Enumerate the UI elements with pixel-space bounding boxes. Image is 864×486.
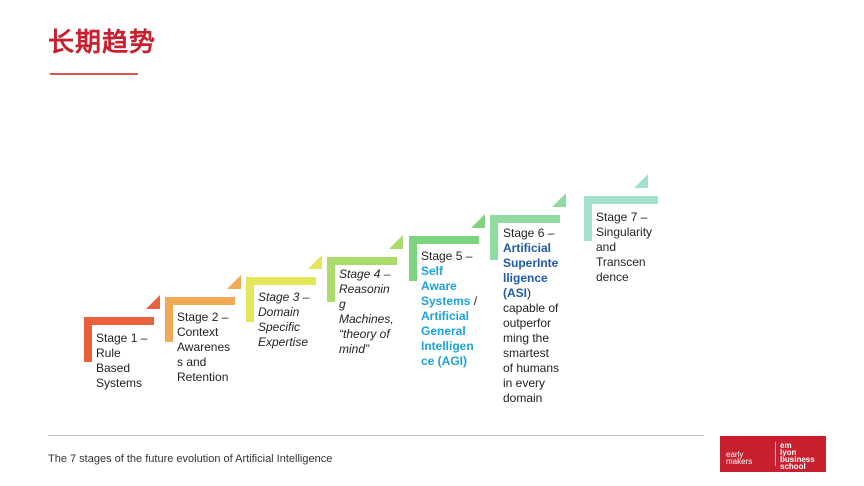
stage-3-line: Expertise: [258, 335, 309, 349]
stage-6-step: [490, 193, 566, 260]
stage-5-line: Aware: [421, 279, 457, 293]
title-underline: [50, 73, 138, 75]
stage-6-text: Stage 6 – Artificial SuperInte lligence …: [503, 226, 559, 406]
stage-6-line: SuperInte: [503, 256, 559, 270]
stage-3-text: Stage 3 – Domain Specific Expertise: [258, 290, 309, 350]
emlyon-logo: early makers em lyon business school: [720, 436, 826, 472]
stage-7-line: dence: [596, 270, 629, 284]
figure-caption: The 7 stages of the future evolution of …: [48, 453, 333, 465]
stage-1-corner: [146, 295, 160, 309]
stage-5-line: Stage 5 –: [421, 249, 473, 263]
stage-7-line: Transcen: [596, 255, 646, 269]
stage-1-side-bar: [84, 317, 92, 362]
stage-3-corner: [308, 255, 322, 269]
stage-6-paren: ): [527, 286, 531, 300]
stage-3-top-bar: [246, 277, 316, 285]
stage-6-line: smartest: [503, 346, 550, 360]
stage-6-line: ming the: [503, 331, 550, 345]
stage-4-corner: [389, 235, 403, 249]
stage-4-line: g: [339, 297, 346, 311]
stage-1-line: Based: [96, 361, 131, 375]
stage-2-line: Context: [177, 325, 219, 339]
logo-word: makers: [726, 457, 753, 466]
stage-7-step: [584, 174, 658, 241]
stage-2-line: Retention: [177, 370, 229, 384]
stage-4-line: Reasonin: [339, 282, 390, 296]
logo-word: em: [780, 441, 792, 450]
stage-5-line: General: [421, 324, 466, 338]
stage-5-line: ce (AGI): [421, 354, 468, 368]
page-title: 长期趋势: [48, 28, 157, 58]
stage-7-corner: [634, 174, 648, 188]
stage-2-top-bar: [165, 297, 235, 305]
stage-2-line: Awarenes: [177, 340, 231, 354]
logo-word: business: [780, 455, 815, 464]
stage-6-line: in every: [503, 376, 546, 390]
stage-4-line: mind”: [339, 342, 370, 356]
stage-5-line: Systems /: [421, 294, 477, 309]
logo-word: school: [780, 462, 806, 471]
stage-6-line: Stage 6 –: [503, 226, 555, 240]
stage-5-top-bar: [409, 236, 479, 244]
stage-4-text: Stage 4 – Reasonin g Machines, “theory o…: [339, 267, 394, 357]
stage-7-line: Stage 7 –: [596, 210, 648, 224]
stage-3-line: Stage 3 –: [258, 290, 310, 304]
stage-6-line: (ASI): [503, 286, 559, 301]
stage-3-line: Specific: [258, 320, 301, 334]
stage-1-line: Rule: [96, 346, 121, 360]
stage-7-line: Singularity: [596, 225, 653, 239]
logo-left-text: early makers: [726, 450, 753, 466]
stage-1-text: Stage 1 – Rule Based Systems: [96, 331, 147, 391]
stage-6-side-bar: [490, 215, 498, 260]
stage-2-side-bar: [165, 297, 173, 342]
stage-2-step: [165, 275, 241, 342]
stage-1-step: [84, 295, 160, 362]
stage-6-corner: [552, 193, 566, 207]
stage-5-systems: Systems: [421, 294, 471, 308]
stage-6-line: outperfor: [503, 316, 552, 330]
stage-3-side-bar: [246, 277, 254, 322]
stage-5-corner: [471, 214, 485, 228]
stage-2-line: Stage 2 –: [177, 310, 229, 324]
stage-5-side-bar: [409, 236, 417, 281]
logo-right-text: em lyon business school: [780, 441, 815, 471]
stage-2-line: s and: [177, 355, 207, 369]
stage-4-step: [327, 235, 403, 302]
stage-7-side-bar: [584, 196, 592, 241]
stage-5-line: Self: [421, 264, 444, 278]
stage-3-step: [246, 255, 322, 322]
stage-4-line: Stage 4 –: [339, 267, 391, 281]
stage-1-line: Stage 1 –: [96, 331, 148, 345]
stage-6-line: lligence: [503, 271, 548, 285]
stage-4-top-bar: [327, 257, 397, 265]
stage-7-top-bar: [584, 196, 658, 204]
stage-5-line: Artificial: [421, 309, 470, 323]
stage-6-line: capable of: [503, 301, 559, 315]
stage-4-line: “theory of: [339, 327, 390, 341]
stage-5-text: Stage 5 – Self Aware Systems / Artificia…: [421, 249, 477, 369]
stage-5-slash: /: [470, 294, 478, 308]
stage-1-top-bar: [84, 317, 154, 325]
logo-word: early: [726, 450, 744, 459]
stage-6-line: Artificial: [503, 241, 552, 255]
stage-1-line: Systems: [96, 376, 143, 390]
stage-4-line: Machines,: [339, 312, 394, 326]
footer-divider: [48, 435, 704, 436]
logo-separator: [775, 442, 776, 466]
stage-5-line: Intelligen: [421, 339, 474, 353]
stage-3-line: Domain: [258, 305, 300, 319]
stage-6-asi: (ASI: [503, 286, 527, 300]
logo-word: lyon: [780, 448, 797, 457]
stage-6-top-bar: [490, 215, 560, 223]
stage-2-corner: [227, 275, 241, 289]
stage-6-line: domain: [503, 391, 543, 405]
stage-7-text: Stage 7 – Singularity and Transcen dence: [596, 210, 652, 285]
stage-4-side-bar: [327, 257, 335, 302]
stage-7-line: and: [596, 240, 617, 254]
stage-2-text: Stage 2 – Context Awarenes s and Retenti…: [177, 310, 230, 385]
stage-6-line: of humans: [503, 361, 560, 375]
stage-5-step: [409, 214, 485, 281]
